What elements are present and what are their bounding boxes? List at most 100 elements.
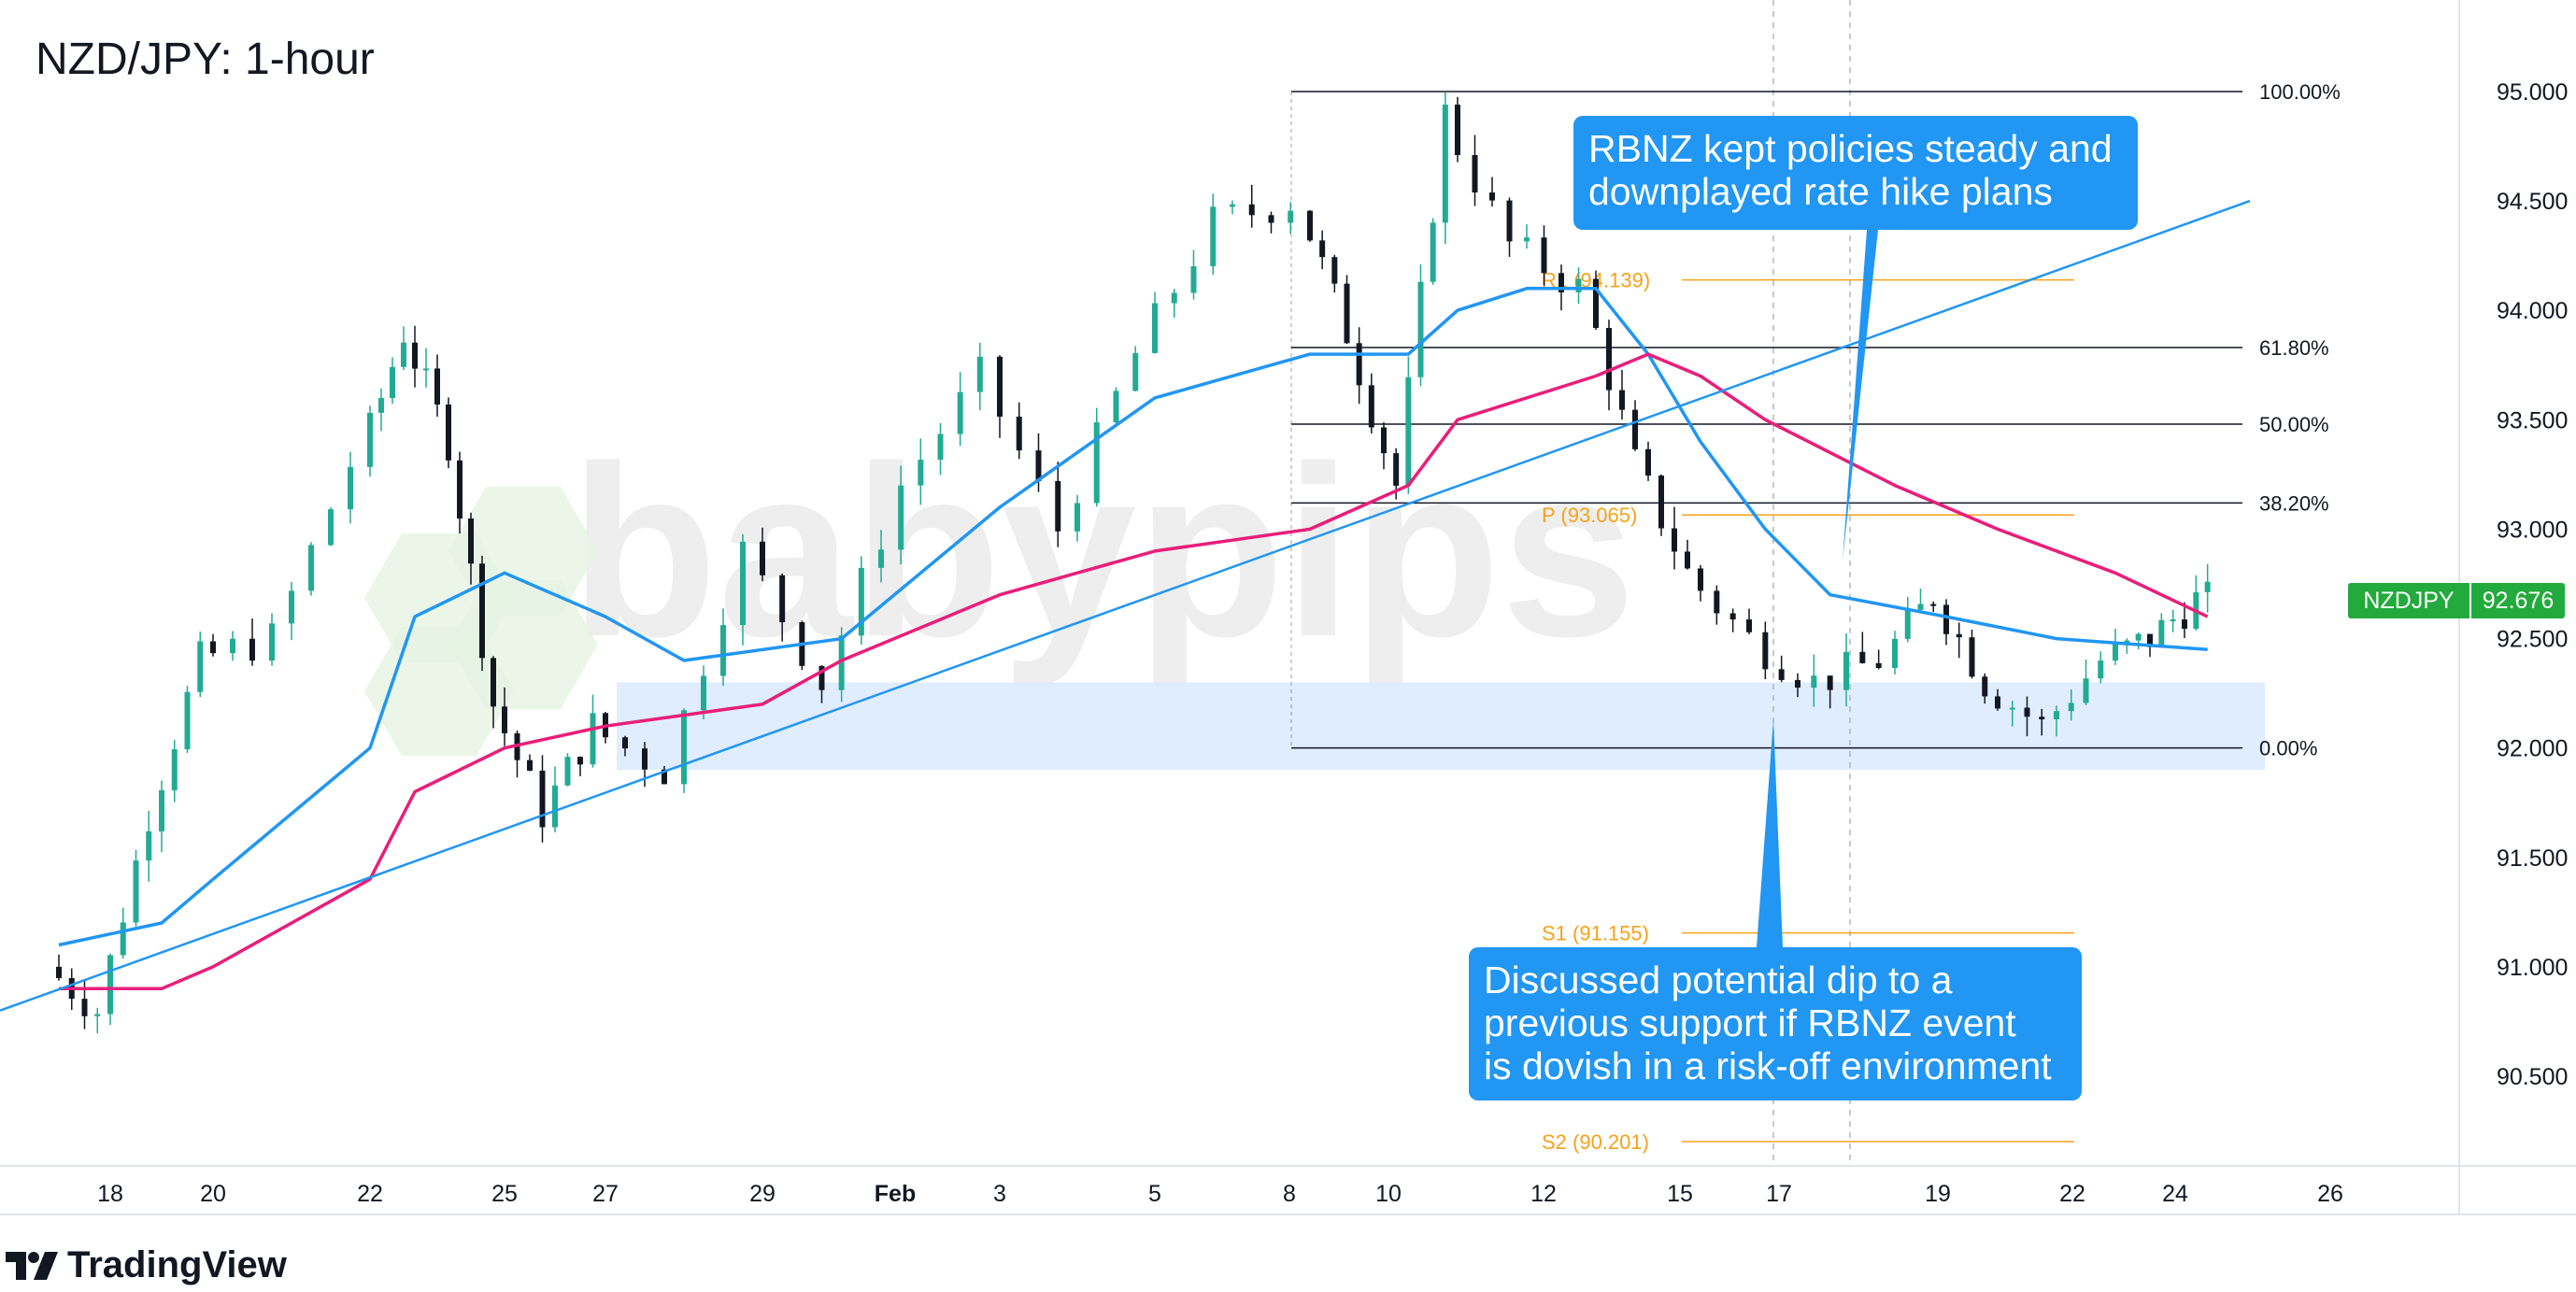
callout-rbnz-policy: RBNZ kept policies steady and downplayed… [1573,116,2138,230]
candle-body [171,749,178,790]
candle-body [197,641,204,692]
candle-body [1672,528,1677,552]
candle-body [2204,581,2211,592]
candle-body [779,575,786,623]
candle-body [1230,204,1235,207]
fib-label: 0.00% [2259,737,2317,760]
pivot-label: P (93.065) [1542,504,1637,527]
candle-body [1575,278,1582,292]
candle-body [2039,717,2045,719]
x-tick-label: 20 [200,1181,226,1207]
x-tick-label: 27 [592,1181,619,1207]
candle-body [1455,104,1460,155]
candle-body [1843,651,1849,690]
candle-body [390,366,395,399]
candle-body [210,641,216,654]
candle-body [701,675,706,711]
symbol-badge: NZDJPY [2348,583,2469,618]
candle-body [412,342,418,369]
candle-body [1632,409,1638,449]
candle-body [1307,210,1313,241]
x-tick-label: 25 [491,1181,518,1207]
x-tick-label: 15 [1667,1181,1693,1207]
candle-body [479,563,485,659]
candle-body [720,625,726,676]
candle-body [1016,416,1022,451]
candle-body [378,398,384,413]
candle-body [289,590,294,624]
candle-body [1658,476,1664,529]
y-tick-label: 93.500 [2497,407,2568,433]
candle-body [1506,200,1513,242]
x-tick-label: 3 [993,1181,1006,1207]
candle-body [1685,551,1690,569]
candle-body [1956,633,1962,638]
candle-body [1859,651,1866,663]
x-tick-label: 19 [1925,1181,1951,1207]
candle-body [81,999,88,1016]
candle-body [1619,390,1625,410]
candle-body [1698,568,1703,591]
candle-body [2113,644,2118,661]
candle-body [552,785,558,828]
x-tick-label: 8 [1283,1181,1296,1207]
candle-body [1319,240,1326,258]
callout-bottom-pointer [1757,719,1783,947]
candle-body [1917,603,1924,610]
y-tick-label: 93.000 [2497,517,2568,543]
x-tick-label: 22 [357,1181,383,1207]
candle-body [107,955,113,1015]
candle-body [2024,707,2030,717]
callout-top-pointer [1843,230,1878,561]
candle-body [457,460,463,519]
candle-body [527,760,533,771]
candle-body [1714,590,1720,614]
candle-body [1344,283,1350,344]
candle-body [1393,453,1400,486]
x-tick-label: 18 [97,1181,123,1207]
candle-body [1356,343,1362,386]
candle-body [1593,278,1599,328]
x-tick-label: 12 [1530,1181,1557,1207]
candle-body [1381,427,1387,454]
moving-average-fast [58,287,2208,947]
candle-body [898,485,904,550]
candle-body [1442,104,1448,223]
candle-body [1795,679,1800,689]
candle-body [308,545,314,591]
candle-body [2158,619,2165,647]
candle-body [1969,637,1975,677]
candle-body [249,638,255,661]
last-price-badge: 92.676 [2471,583,2565,618]
tradingview-brand: TradingView [67,1244,287,1285]
candle-body [1943,604,1949,634]
candle-body [423,368,429,371]
candle-body [1746,619,1752,632]
candle-body [838,635,845,690]
trendline [0,199,2251,1012]
tradingview-logo[interactable]: TradingView [6,1244,287,1286]
fib-label: 100.00% [2259,80,2341,104]
y-tick-label: 94.000 [2497,298,2568,324]
candle-body [2009,707,2015,710]
candle-body [348,466,353,510]
fib-label: 38.20% [2259,491,2329,515]
x-tick-label: 24 [2162,1181,2188,1207]
y-tick-label: 91.000 [2497,955,2568,981]
candle-body [1132,352,1139,391]
candle-body [1558,273,1564,292]
candle-body [328,509,334,546]
fib-label: 50.00% [2259,413,2329,436]
candle-body [146,831,152,861]
candle-body [1778,669,1785,680]
candle-body [1904,609,1911,639]
candle-body [2098,660,2104,679]
candle-body [642,748,648,770]
callout-potential-dip: Discussed potential dip to a previous su… [1469,947,2082,1100]
candle-body [1331,257,1338,284]
candle-body [1288,210,1294,223]
candle-body [94,1014,101,1016]
candle-body [491,658,496,707]
candle-body [1606,327,1612,390]
